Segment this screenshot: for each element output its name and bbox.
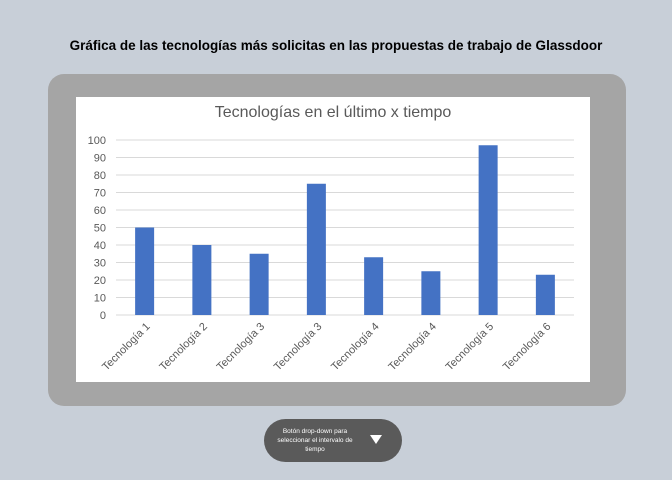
y-tick-label: 90 bbox=[94, 153, 106, 165]
bar bbox=[364, 257, 384, 315]
dropdown-label: Botón drop-down para seleccionar el inte… bbox=[277, 428, 353, 453]
y-tick-label: 100 bbox=[88, 135, 106, 147]
y-tick-label: 40 bbox=[94, 240, 106, 252]
y-tick-label: 60 bbox=[94, 205, 106, 217]
y-tick-label: 20 bbox=[94, 275, 106, 287]
y-tick-label: 30 bbox=[94, 258, 106, 270]
x-tick-label: Tecnología 4 bbox=[386, 321, 439, 374]
x-tick-label: Tecnología 1 bbox=[100, 321, 153, 374]
bar bbox=[192, 245, 212, 315]
bar-chart: Tecnologías en el último x tiempo 0 10 20 3… bbox=[88, 104, 574, 374]
bar bbox=[478, 145, 498, 315]
y-tick-label: 10 bbox=[94, 293, 106, 305]
time-interval-dropdown-button[interactable]: Botón drop-down para seleccionar el inte… bbox=[264, 419, 402, 462]
y-tick-label: 80 bbox=[94, 170, 106, 182]
y-axis-ticks: 0 10 20 30 40 50 60 70 80 90 100 bbox=[88, 135, 106, 322]
chart-title: Tecnologías en el último x tiempo bbox=[215, 104, 452, 121]
y-tick-label: 0 bbox=[100, 310, 106, 322]
caret-down-icon bbox=[370, 435, 382, 444]
y-tick-label: 50 bbox=[94, 223, 106, 235]
x-tick-label: Tecnología 3 bbox=[215, 321, 268, 374]
x-tick-label: Tecnología 6 bbox=[501, 321, 554, 374]
x-tick-label: Tecnología 2 bbox=[157, 321, 210, 374]
chart-area: Tecnologías en el último x tiempo 0 10 20 3… bbox=[76, 97, 590, 382]
y-tick-label: 70 bbox=[94, 188, 106, 200]
bar bbox=[249, 253, 269, 315]
x-tick-label: Tecnología 3 bbox=[272, 321, 325, 374]
bar bbox=[135, 227, 155, 315]
bars bbox=[135, 145, 555, 315]
bar bbox=[421, 271, 441, 315]
x-tick-label: Tecnología 5 bbox=[444, 321, 497, 374]
gridlines bbox=[116, 139, 574, 316]
page-title: Gráfica de las tecnologías más solicitas… bbox=[69, 38, 603, 53]
bar bbox=[535, 274, 555, 315]
bar bbox=[306, 183, 326, 315]
x-tick-label: Tecnología 4 bbox=[329, 321, 382, 374]
x-axis-ticks: Tecnología 1 Tecnología 2 Tecnología 3 Tecn… bbox=[100, 321, 553, 374]
